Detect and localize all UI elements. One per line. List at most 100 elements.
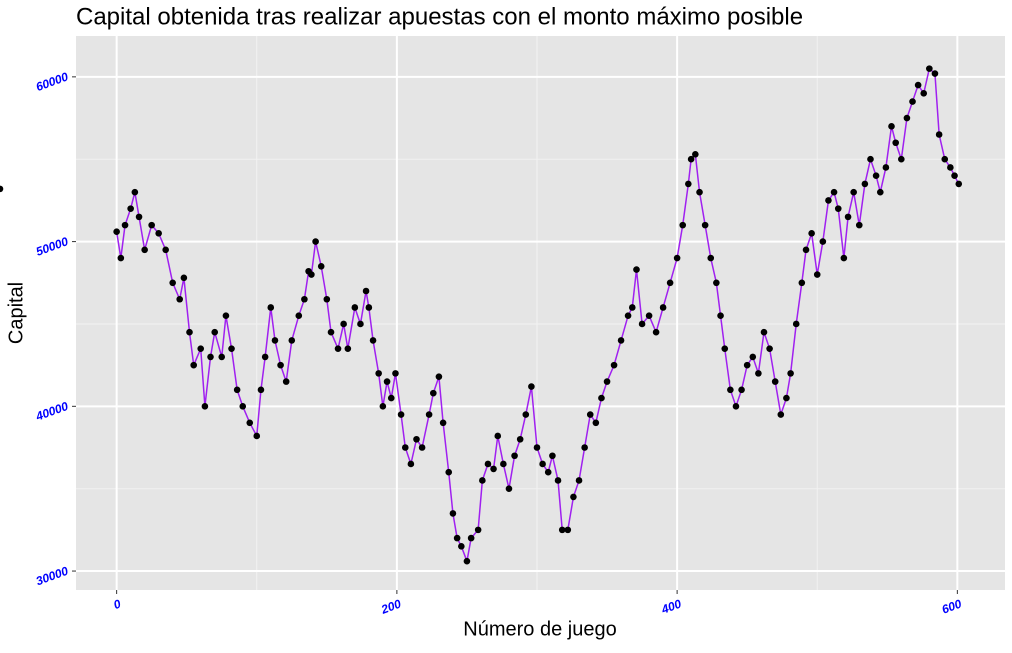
data-point bbox=[500, 460, 507, 468]
data-point bbox=[544, 468, 552, 476]
data-point bbox=[246, 419, 254, 427]
data-point bbox=[288, 337, 296, 344]
data-point bbox=[327, 328, 335, 336]
data-point bbox=[522, 411, 530, 418]
data-point bbox=[792, 320, 800, 328]
data-point bbox=[467, 534, 475, 542]
data-point bbox=[407, 460, 415, 468]
data-point bbox=[825, 197, 832, 204]
data-point bbox=[463, 557, 471, 565]
data-point bbox=[190, 361, 198, 369]
data-point bbox=[379, 403, 387, 410]
data-point bbox=[375, 370, 382, 377]
data-point bbox=[777, 411, 785, 418]
data-point bbox=[344, 345, 352, 352]
data-point bbox=[201, 403, 209, 410]
data-point bbox=[277, 361, 284, 369]
data-point bbox=[516, 435, 524, 443]
data-point bbox=[439, 419, 447, 427]
chart-title: Capital obtenida tras realizar apuestas … bbox=[76, 3, 803, 30]
data-point bbox=[771, 378, 779, 385]
y-tick-label: 40000 bbox=[33, 399, 70, 424]
data-point bbox=[892, 139, 900, 147]
data-point bbox=[301, 295, 308, 303]
data-point bbox=[867, 155, 874, 163]
data-point bbox=[701, 221, 709, 229]
data-point bbox=[549, 452, 556, 460]
data-point bbox=[941, 155, 949, 163]
data-point bbox=[271, 337, 279, 344]
data-point bbox=[888, 122, 895, 130]
data-point bbox=[727, 386, 734, 394]
data-point bbox=[760, 328, 768, 336]
data-point bbox=[861, 180, 869, 188]
data-point bbox=[558, 526, 566, 534]
data-point bbox=[401, 444, 409, 451]
data-point bbox=[413, 435, 420, 443]
data-point bbox=[131, 188, 139, 196]
data-point bbox=[909, 98, 916, 105]
data-point bbox=[564, 526, 572, 534]
data-point bbox=[955, 180, 963, 188]
data-point bbox=[490, 465, 497, 473]
data-point bbox=[931, 70, 939, 77]
data-point bbox=[787, 370, 794, 377]
data-point bbox=[914, 81, 922, 89]
data-point bbox=[369, 337, 377, 344]
data-point bbox=[135, 213, 143, 221]
data-point bbox=[392, 370, 399, 377]
data-point bbox=[148, 221, 155, 229]
data-point bbox=[903, 114, 911, 122]
data-point bbox=[233, 386, 241, 394]
data-point bbox=[397, 411, 405, 418]
x-tick-label: 400 bbox=[659, 597, 684, 617]
data-point bbox=[855, 221, 863, 229]
data-point bbox=[180, 274, 188, 282]
data-point bbox=[766, 345, 773, 352]
data-point bbox=[834, 205, 842, 212]
data-point bbox=[282, 378, 290, 385]
data-point bbox=[362, 287, 370, 295]
data-point bbox=[721, 345, 729, 352]
data-point bbox=[808, 230, 815, 237]
data-point bbox=[696, 188, 703, 196]
data-point bbox=[926, 65, 933, 72]
data-point bbox=[435, 373, 443, 380]
data-point bbox=[876, 188, 884, 196]
y-tick-label: 50000 bbox=[34, 234, 70, 259]
data-point bbox=[783, 394, 790, 402]
data-point bbox=[738, 386, 745, 394]
data-point bbox=[458, 543, 465, 550]
data-point bbox=[581, 444, 588, 451]
data-point bbox=[638, 320, 646, 328]
data-point bbox=[267, 304, 275, 311]
data-point bbox=[898, 155, 905, 163]
data-point bbox=[340, 320, 347, 328]
data-point bbox=[162, 246, 169, 254]
data-point bbox=[317, 262, 325, 270]
data-point bbox=[679, 221, 687, 229]
data-point bbox=[819, 238, 827, 245]
data-point bbox=[197, 345, 205, 352]
y-axis-label: Capital bbox=[5, 282, 27, 344]
data-point bbox=[802, 246, 810, 254]
data-point bbox=[484, 460, 492, 468]
data-point bbox=[357, 320, 364, 328]
data-point bbox=[211, 328, 219, 336]
data-point bbox=[295, 312, 303, 320]
data-point bbox=[624, 312, 632, 320]
data-point bbox=[141, 246, 148, 254]
data-point bbox=[830, 188, 838, 196]
data-point bbox=[117, 254, 125, 262]
data-point bbox=[692, 150, 699, 158]
data-point bbox=[430, 389, 437, 397]
data-point bbox=[951, 172, 958, 179]
data-point bbox=[586, 411, 594, 418]
data-point bbox=[840, 254, 848, 262]
data-point bbox=[0, 185, 4, 193]
data-point bbox=[659, 304, 667, 311]
data-point bbox=[383, 378, 391, 385]
plot-panel bbox=[76, 36, 1005, 590]
data-point bbox=[176, 295, 183, 303]
